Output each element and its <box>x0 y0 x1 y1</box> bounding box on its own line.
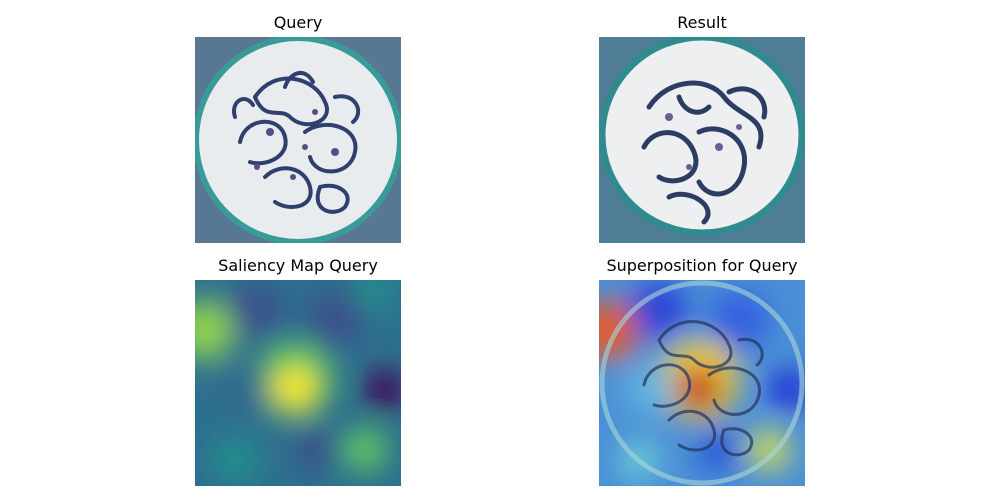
saliency-heatmap-svg <box>195 280 401 486</box>
result-image <box>599 37 805 243</box>
result-title: Result <box>677 13 727 32</box>
superposition-image <box>599 280 805 486</box>
result-histology-svg <box>599 37 805 243</box>
superposition-overlay-svg <box>599 280 805 486</box>
query-histology-svg <box>195 37 401 243</box>
saliency-map-image <box>195 280 401 486</box>
saliency-title: Saliency Map Query <box>218 256 378 275</box>
query-title: Query <box>273 13 323 32</box>
superposition-title: Superposition for Query <box>606 256 798 275</box>
query-image <box>195 37 401 243</box>
